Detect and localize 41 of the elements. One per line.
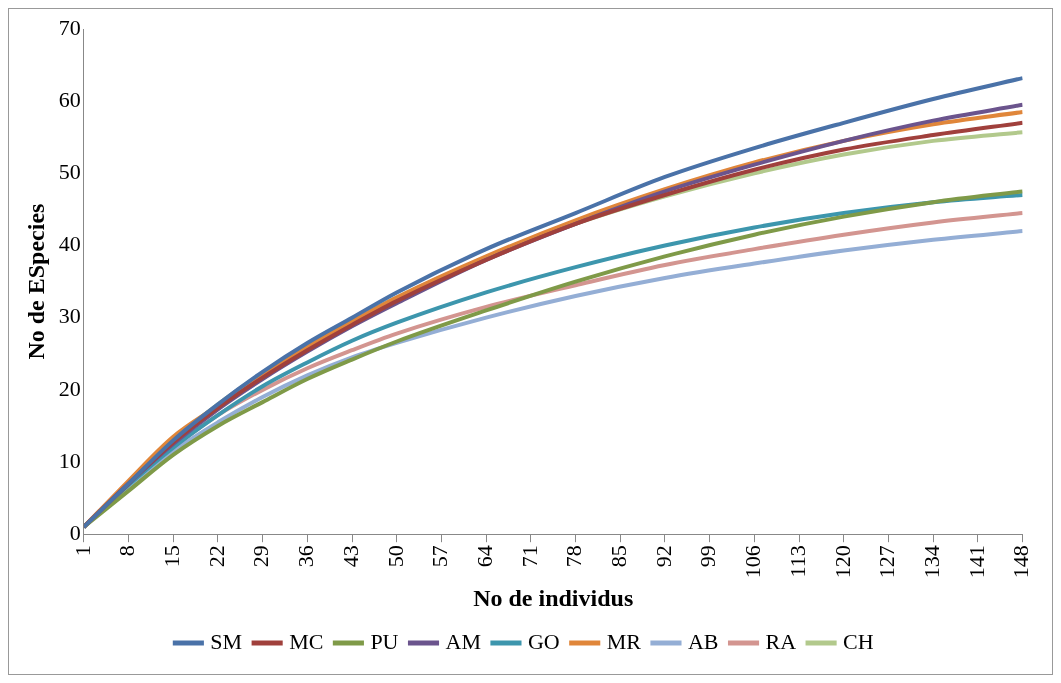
y-tick-label: 10 xyxy=(58,447,81,473)
x-tick-label: 113 xyxy=(784,545,810,578)
x-tick-label: 57 xyxy=(427,545,453,568)
x-tick-label: 22 xyxy=(203,545,229,568)
x-tick-label: 99 xyxy=(695,545,721,568)
x-tick-label: 36 xyxy=(293,545,319,568)
x-tick-label: 15 xyxy=(158,545,184,568)
x-tick-label: 64 xyxy=(471,545,497,568)
x-axis-title: No de individus xyxy=(473,584,634,611)
x-tick-label: 106 xyxy=(740,545,766,579)
y-tick-label: 60 xyxy=(58,86,81,112)
y-tick-label: 20 xyxy=(58,375,81,401)
x-tick-label: 148 xyxy=(1008,545,1034,579)
legend-label: GO xyxy=(527,628,560,654)
x-tick-label: 85 xyxy=(606,545,632,568)
y-axis-title: No de ESpecies xyxy=(22,203,49,360)
y-tick-label: 70 xyxy=(58,14,81,40)
y-tick-label: 0 xyxy=(69,519,81,545)
x-tick-label: 1 xyxy=(69,545,95,557)
y-tick-label: 30 xyxy=(58,303,81,329)
x-tick-label: 43 xyxy=(337,545,363,568)
x-tick-label: 50 xyxy=(382,545,408,568)
legend-label: CH xyxy=(843,628,874,654)
x-tick-label: 78 xyxy=(561,545,587,568)
x-tick-label: 141 xyxy=(963,545,989,579)
x-tick-label: 29 xyxy=(248,545,274,568)
x-tick-label: 8 xyxy=(114,545,140,557)
x-tick-label: 120 xyxy=(829,545,855,579)
legend-label: MC xyxy=(289,628,324,654)
legend-label: MR xyxy=(606,628,642,654)
legend-label: SM xyxy=(210,628,243,654)
y-tick-label: 50 xyxy=(58,159,81,185)
x-tick-label: 71 xyxy=(516,545,542,568)
x-tick-label: 92 xyxy=(650,545,676,568)
y-tick-label: 40 xyxy=(58,231,81,257)
x-tick-label: 127 xyxy=(874,545,900,579)
x-tick-label: 134 xyxy=(918,545,944,579)
legend-label: AB xyxy=(687,628,719,654)
legend-label: AM xyxy=(445,628,481,654)
legend-label: RA xyxy=(765,628,797,654)
legend-label: PU xyxy=(370,628,399,654)
